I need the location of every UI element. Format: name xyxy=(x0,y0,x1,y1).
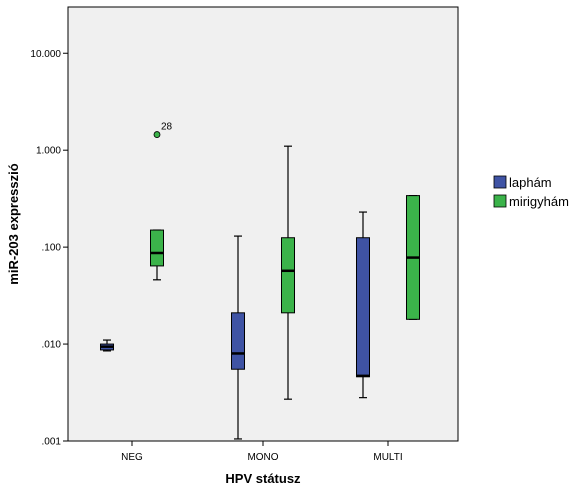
box-body xyxy=(281,237,295,314)
plot-background xyxy=(67,6,459,442)
y-axis-title: miR-203 expresszió xyxy=(6,163,21,284)
y-tick-label: 1.000 xyxy=(36,146,61,157)
box-body xyxy=(150,229,164,267)
x-tick-label: MONO xyxy=(247,452,278,463)
y-tick-label: .100 xyxy=(42,243,62,254)
box-layer: 28 xyxy=(100,122,420,440)
box-neg-series-1 xyxy=(100,339,114,352)
box-neg-series-2 xyxy=(150,229,164,281)
legend-swatch xyxy=(493,175,507,189)
box-body xyxy=(231,312,245,370)
legend: laphám mirigyhám xyxy=(493,175,569,209)
legend-swatch xyxy=(493,194,507,208)
box-multi-series-2 xyxy=(406,195,420,320)
box-mono-series-2 xyxy=(281,145,295,400)
x-tick-label: MULTI xyxy=(373,452,402,463)
legend-label: laphám xyxy=(509,175,552,190)
box-multi-series-1 xyxy=(356,211,370,399)
box-body xyxy=(356,237,370,378)
box-mono-series-1 xyxy=(231,235,245,440)
outlier-label: 28 xyxy=(161,122,173,133)
y-tick-label: 10.000 xyxy=(30,49,61,60)
x-tick-label: NEG xyxy=(121,452,143,463)
x-axis-title: HPV státusz xyxy=(225,471,301,486)
x-axis: NEG MONO MULTI xyxy=(121,441,403,463)
legend-label: mirigyhám xyxy=(509,194,569,209)
y-tick-label: .001 xyxy=(42,437,62,448)
outlier-point xyxy=(153,131,161,138)
y-tick-label: .010 xyxy=(42,340,62,351)
y-axis: 10.000 1.000 .100 .010 .001 xyxy=(30,49,68,448)
